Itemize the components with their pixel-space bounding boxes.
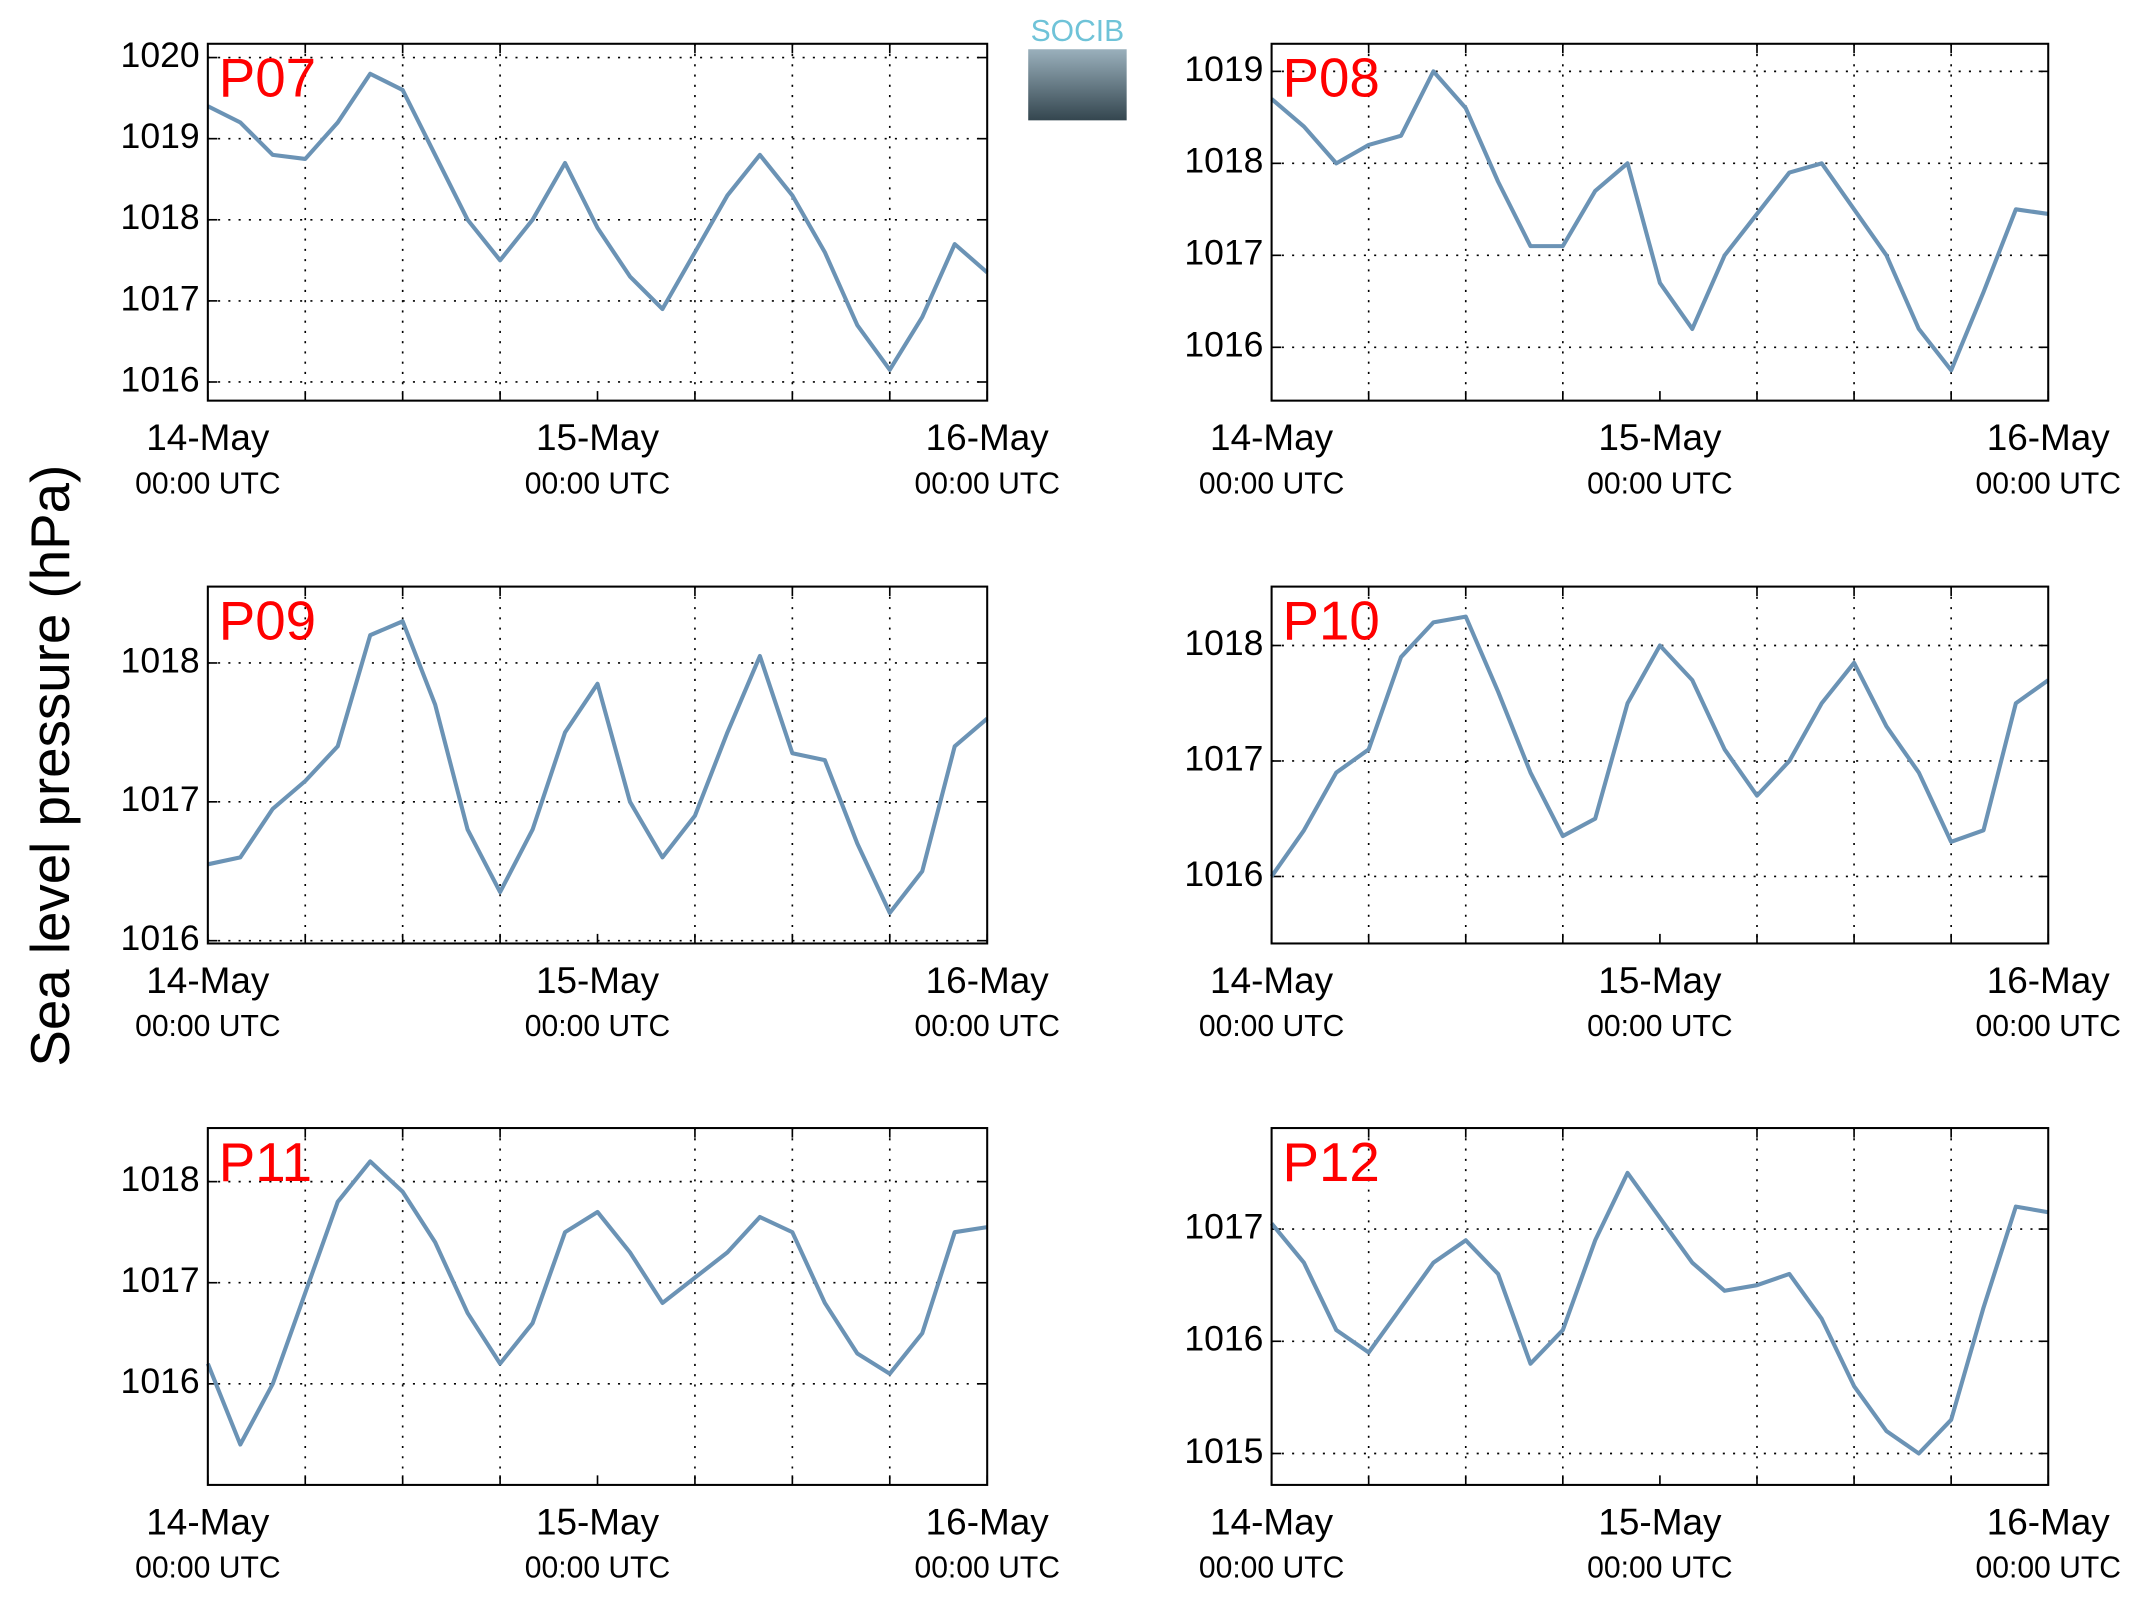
- y-tick-label: 1016: [1184, 1319, 1263, 1359]
- x-tick-label: 16-May: [926, 417, 1050, 458]
- x-tick-label: 15-May: [1598, 1501, 1722, 1542]
- y-tick-label: 1017: [121, 779, 200, 819]
- x-tick-label: 00:00 UTC: [135, 1010, 280, 1043]
- logo: SOCIB: [1028, 15, 1127, 121]
- x-tick-label: 14-May: [146, 1501, 270, 1542]
- chart-title: P09: [219, 589, 316, 651]
- x-tick-label: 00:00 UTC: [525, 467, 670, 500]
- logo-block: [1028, 49, 1127, 121]
- x-tick-label: 15-May: [1598, 417, 1722, 458]
- x-tick-label: 00:00 UTC: [1587, 467, 1732, 500]
- y-tick-label: 1016: [121, 359, 200, 399]
- subplot: 1016 1017 1018 1019 1020 14-May 00:00 UTC 15-Ma…: [121, 35, 1060, 500]
- y-tick-label: 1017: [121, 1260, 200, 1300]
- x-tick-label: 00:00 UTC: [914, 1010, 1059, 1043]
- data-line: [206, 71, 989, 372]
- x-tick-label: 00:00 UTC: [135, 467, 280, 500]
- y-tick-label: 1020: [121, 35, 200, 75]
- axes-frame: [206, 1127, 989, 1486]
- axes-frame: [1270, 42, 2050, 402]
- y-tick-label: 1015: [1184, 1431, 1263, 1471]
- axes-frame: [206, 42, 989, 402]
- data-line: [205, 1159, 988, 1447]
- axes-frame: [1270, 585, 2050, 945]
- y-tick-label: 1018: [121, 640, 200, 680]
- x-tick-label: 14-May: [146, 960, 270, 1001]
- subplot: 1016 1017 1018 14-May 00:00 UTC 15-May 00:00 U…: [1184, 585, 2121, 1043]
- x-tick-label: 16-May: [1987, 417, 2111, 458]
- x-tick-label: 16-May: [1987, 960, 2111, 1001]
- subplot: 1016 1017 1018 1019 14-May 00:00 UTC 15-May 00:…: [1184, 42, 2121, 500]
- x-tick-label: 15-May: [536, 960, 660, 1001]
- y-tick-label: 1018: [121, 1159, 200, 1199]
- x-tick-label: 00:00 UTC: [1976, 1552, 2121, 1585]
- x-tick-label: 00:00 UTC: [135, 1552, 280, 1585]
- x-tick-label: 15-May: [536, 1501, 660, 1542]
- x-tick-label: 00:00 UTC: [1199, 1552, 1344, 1585]
- y-tick-label: 1017: [1184, 1206, 1263, 1246]
- y-tick-label: 1019: [121, 116, 200, 156]
- y-tick-label: 1019: [1184, 49, 1263, 89]
- y-tick-label: 1017: [1184, 738, 1263, 778]
- y-tick-label: 1016: [1184, 325, 1263, 365]
- x-tick-label: 16-May: [926, 1501, 1050, 1542]
- x-tick-label: 14-May: [1210, 960, 1334, 1001]
- chart-title: P10: [1283, 589, 1380, 651]
- y-tick-label: 1017: [1184, 233, 1263, 273]
- y-tick-label: 1016: [121, 918, 200, 958]
- x-tick-label: 00:00 UTC: [1976, 467, 2121, 500]
- x-tick-label: 14-May: [1210, 417, 1334, 458]
- chart-title: P08: [1283, 47, 1380, 109]
- chart-title: P11: [219, 1131, 312, 1193]
- y-tick-label: 1018: [1184, 623, 1263, 663]
- chart-title: P07: [219, 47, 316, 109]
- data-line: [1270, 69, 2049, 373]
- axes-frame: [206, 585, 989, 945]
- x-tick-label: 00:00 UTC: [1587, 1552, 1732, 1585]
- x-tick-label: 00:00 UTC: [525, 1552, 670, 1585]
- axes-frame: [1270, 1127, 2050, 1486]
- y-axis-label: Sea level pressure (hPa): [19, 465, 81, 1067]
- x-tick-label: 15-May: [536, 417, 660, 458]
- x-tick-label: 00:00 UTC: [1199, 1010, 1344, 1043]
- x-tick-label: 00:00 UTC: [914, 1552, 1059, 1585]
- data-line: [1269, 614, 2050, 878]
- subplot: 1016 1017 1018 14-May 00:00 UTC 15-May 00:00 U…: [121, 1127, 1060, 1585]
- y-tick-label: 1018: [121, 197, 200, 237]
- y-tick-label: 1018: [1184, 141, 1263, 181]
- logo-text: SOCIB: [1031, 15, 1125, 48]
- x-tick-label: 00:00 UTC: [1199, 467, 1344, 500]
- x-tick-label: 16-May: [926, 960, 1050, 1001]
- x-tick-label: 15-May: [1598, 960, 1722, 1001]
- x-tick-label: 00:00 UTC: [1587, 1010, 1732, 1043]
- x-tick-label: 14-May: [1210, 1501, 1334, 1542]
- y-tick-label: 1016: [121, 1361, 200, 1401]
- chart-title: P12: [1283, 1131, 1380, 1193]
- data-line: [207, 619, 989, 915]
- data-line: [1270, 1170, 2049, 1456]
- x-tick-label: 00:00 UTC: [1976, 1010, 2121, 1043]
- subplot: 1015 1016 1017 14-May 00:00 UTC 15-May 00:00 U…: [1184, 1127, 2121, 1585]
- x-tick-label: 00:00 UTC: [914, 467, 1059, 500]
- x-tick-label: 00:00 UTC: [525, 1010, 670, 1043]
- subplot: 1016 1017 1018 14-May 00:00 UTC 15-May 00:00 U…: [121, 585, 1060, 1043]
- y-tick-label: 1016: [1184, 854, 1263, 894]
- x-tick-label: 16-May: [1987, 1501, 2111, 1542]
- y-tick-label: 1017: [121, 278, 200, 318]
- x-tick-label: 14-May: [146, 417, 270, 458]
